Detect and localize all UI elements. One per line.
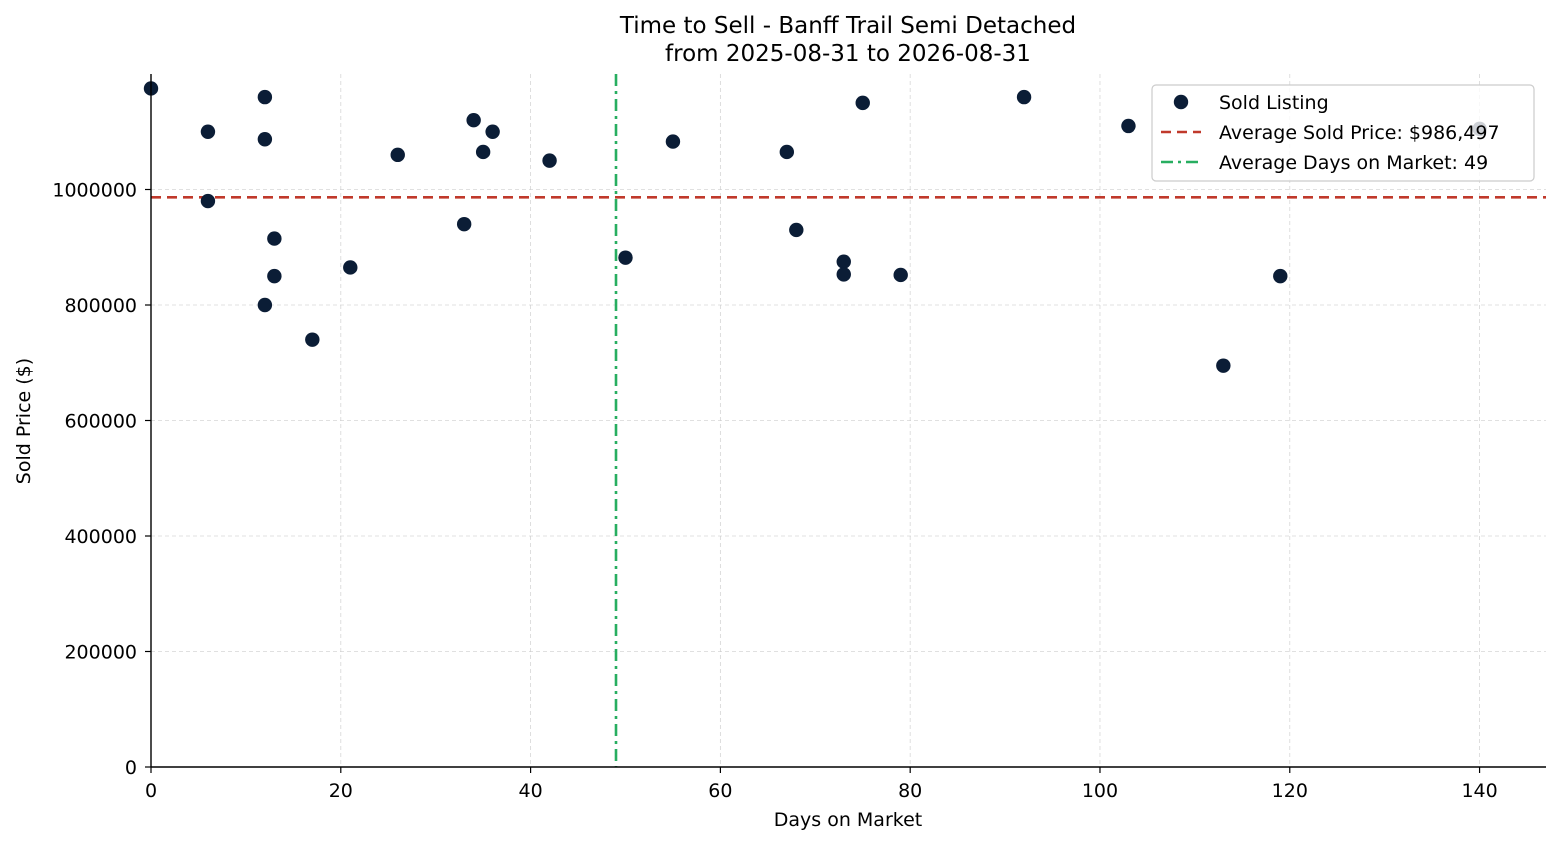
legend-label: Sold Listing xyxy=(1219,92,1329,114)
legend-label: Average Days on Market: 49 xyxy=(1219,152,1488,174)
legend-item-sold-listing: Sold Listing xyxy=(1173,92,1329,114)
x-tick-label: 140 xyxy=(1461,780,1497,802)
data-point xyxy=(893,267,908,283)
data-point xyxy=(390,147,405,163)
data-point xyxy=(1216,358,1231,373)
data-point xyxy=(475,144,491,160)
data-point xyxy=(1016,89,1032,105)
data-point xyxy=(836,254,851,269)
data-point xyxy=(542,153,557,168)
data-point xyxy=(267,268,282,284)
data-point xyxy=(789,222,804,238)
legend-label: Average Sold Price: $986,497 xyxy=(1219,122,1500,144)
data-point xyxy=(456,216,472,232)
data-point xyxy=(836,267,851,282)
data-point xyxy=(267,231,282,246)
y-tick-label: 800000 xyxy=(64,295,137,317)
legend-item-avg-price: Average Sold Price: $986,497 xyxy=(1161,122,1500,144)
y-tick-label: 400000 xyxy=(64,526,137,548)
data-point xyxy=(1121,118,1136,134)
data-point xyxy=(665,134,681,149)
x-tick-label: 40 xyxy=(518,780,542,802)
x-tick-label: 100 xyxy=(1082,780,1118,802)
x-tick-label: 80 xyxy=(898,780,922,802)
x-tick-label: 0 xyxy=(145,780,157,802)
data-point xyxy=(257,297,273,313)
data-point xyxy=(200,193,216,209)
chart-title-line1: Time to Sell - Banff Trail Semi Detached xyxy=(619,13,1076,39)
axes: 0 20 40 60 80 100 120 140 0 200000 400000 600000 800… xyxy=(52,74,1546,802)
data-point xyxy=(618,250,633,265)
x-tick-label: 60 xyxy=(708,780,732,802)
data-point xyxy=(200,124,216,139)
y-tick-label: 0 xyxy=(125,757,137,779)
legend-item-avg-days: Average Days on Market: 49 xyxy=(1161,152,1488,174)
data-point xyxy=(1273,268,1288,284)
chart-title-line2: from 2025-08-31 to 2026-08-31 xyxy=(665,41,1031,67)
data-point xyxy=(257,132,273,147)
data-point xyxy=(485,124,500,139)
data-point xyxy=(343,260,358,275)
legend-marker-icon xyxy=(1173,94,1189,110)
data-point xyxy=(779,144,795,160)
x-tick-label: 120 xyxy=(1272,780,1308,802)
y-axis-label: Sold Price ($) xyxy=(13,358,35,484)
legend-box xyxy=(1151,84,1535,182)
y-tick-label: 200000 xyxy=(64,642,137,664)
reference-lines xyxy=(151,74,1546,767)
data-point xyxy=(466,113,481,128)
y-tick-label: 1000000 xyxy=(52,180,137,202)
data-point xyxy=(257,89,273,105)
x-tick-label: 20 xyxy=(329,780,353,802)
y-tick-label: 600000 xyxy=(64,411,137,433)
data-point xyxy=(855,95,870,111)
legend: Sold Listing Average Sold Price: $986,497… xyxy=(1151,84,1535,182)
x-axis-label: Days on Market xyxy=(774,809,922,831)
data-point xyxy=(305,332,320,347)
